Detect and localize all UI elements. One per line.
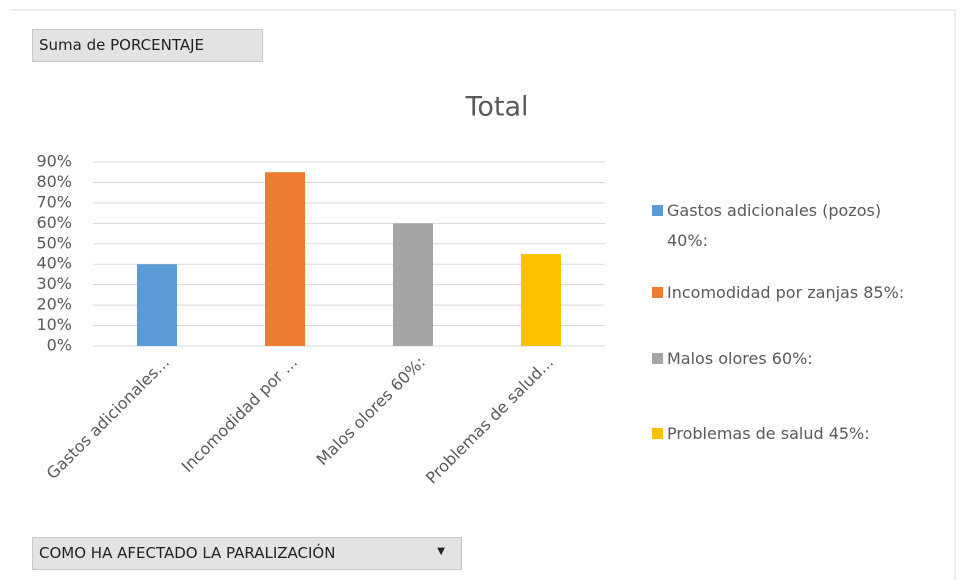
- y-tick-label: 40%: [36, 254, 72, 273]
- legend-swatch: [652, 428, 663, 439]
- x-tick-label: Malos olores 60%:: [313, 353, 429, 469]
- value-field-button[interactable]: Suma de PORCENTAJE: [32, 29, 263, 62]
- legend-label: Gastos adicionales (pozos) 40%:: [667, 201, 882, 250]
- y-tick-label: 80%: [36, 172, 72, 191]
- legend-item: Incomodidad por zanjas 85%:: [652, 278, 962, 308]
- y-tick-label: 10%: [36, 315, 72, 334]
- legend-item: Problemas de salud 45%:: [652, 419, 962, 449]
- y-tick-label: 90%: [36, 152, 72, 171]
- x-tick-label: Problemas de salud...: [422, 353, 557, 488]
- y-tick-label: 70%: [36, 192, 72, 211]
- y-tick-label: 20%: [36, 295, 72, 314]
- legend-item: Gastos adicionales (pozos) 40%:: [652, 196, 912, 256]
- y-tick-label: 60%: [36, 213, 72, 232]
- x-tick-label: Incomodidad por ...: [178, 353, 301, 476]
- dropdown-arrow: ▼: [437, 546, 445, 557]
- legend-label: Malos olores 60%:: [667, 349, 813, 368]
- y-tick-label: 0%: [47, 336, 72, 355]
- bar: [393, 223, 433, 346]
- legend-swatch: [652, 353, 663, 364]
- bar: [521, 254, 561, 346]
- axis-field-button[interactable]: COMO HA AFECTADO LA PARALIZACIÓN ▼: [32, 537, 462, 570]
- legend-label: Problemas de salud 45%:: [667, 424, 870, 443]
- bar: [137, 264, 177, 346]
- chart-title: Total: [464, 92, 528, 123]
- y-tick-label: 50%: [36, 233, 72, 252]
- legend-item: Malos olores 60%:: [652, 344, 962, 374]
- legend-label: Incomodidad por zanjas 85%:: [667, 283, 905, 302]
- legend-swatch: [652, 287, 663, 298]
- y-tick-label: 30%: [36, 274, 72, 293]
- axis-field-label: COMO HA AFECTADO LA PARALIZACIÓN: [39, 544, 336, 562]
- chart-border: [10, 9, 956, 580]
- x-tick-label: Gastos adicionales...: [43, 353, 173, 483]
- legend-swatch: [652, 205, 663, 216]
- bar: [265, 172, 305, 346]
